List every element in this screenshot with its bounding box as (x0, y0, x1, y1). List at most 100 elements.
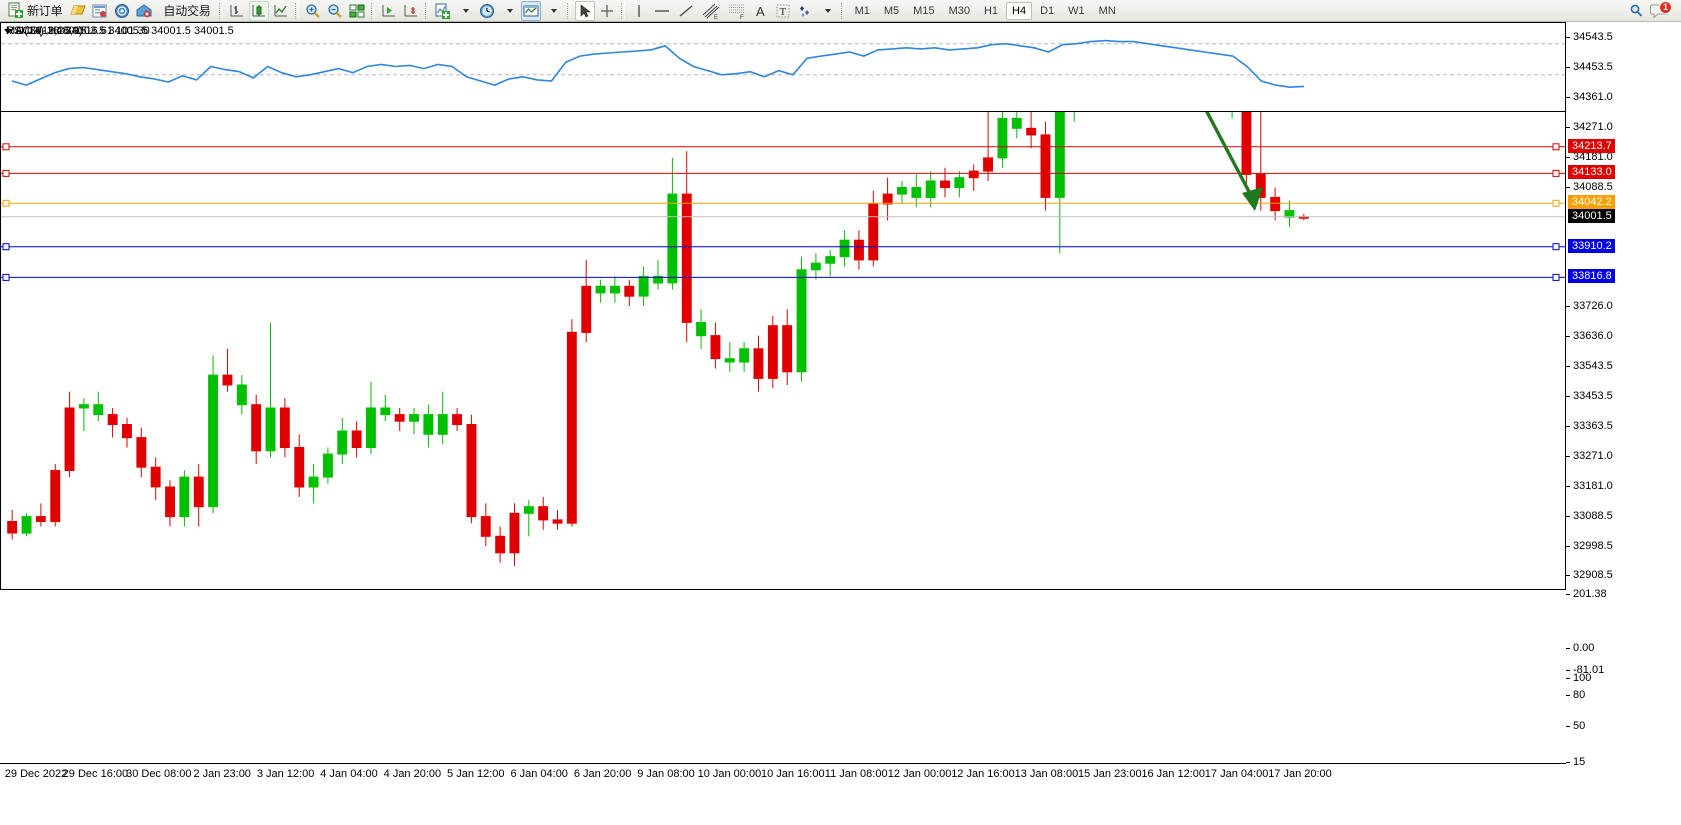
time-axis-label: 29 Dec 2022 (4, 768, 68, 780)
new-order-icon (8, 2, 23, 18)
price-level-tag-support[interactable]: 33816.8 (1568, 269, 1615, 284)
toolbar-separator (566, 2, 571, 19)
price-tick: 33271.0 (1566, 450, 1613, 462)
equidistant-channel-button[interactable]: E (699, 1, 723, 21)
autotrading-button[interactable]: 自动交易 (156, 1, 214, 21)
svg-text:T: T (779, 6, 786, 18)
new-order-button[interactable]: 新订单 (3, 1, 66, 21)
vertical-line-button[interactable] (629, 1, 649, 21)
chevron-down-icon (551, 8, 558, 13)
timeframe-d1[interactable]: D1 (1040, 4, 1055, 17)
timeframe-m1[interactable]: M1 (854, 4, 870, 17)
shapes-dropdown[interactable] (817, 1, 837, 21)
price-tick: 33088.5 (1566, 510, 1613, 522)
navigator-button[interactable] (90, 1, 110, 21)
text-icon: A (756, 4, 765, 19)
cursor-icon (580, 3, 591, 17)
toolbar-separator (294, 2, 299, 19)
timeframe-h1[interactable]: H1 (983, 4, 999, 17)
auto-scroll-icon (382, 4, 395, 16)
candlestick-chart-icon (252, 4, 265, 16)
chat-button[interactable]: 1 (1649, 0, 1672, 21)
svg-text:A: A (756, 4, 765, 19)
rsi-tick: 15 (1566, 756, 1585, 768)
time-axis-label: 12 Jan 16:00 (951, 768, 1015, 780)
rsi-label: RSI(14) 38.8015 (6, 25, 87, 37)
templates-dropdown[interactable] (543, 1, 563, 21)
price-tick: 33726.0 (1566, 300, 1613, 312)
period-dropdown[interactable] (499, 1, 519, 21)
horizontal-line-button[interactable] (651, 1, 673, 21)
main-toolbar: 新订单 (0, 0, 1681, 22)
text-button[interactable]: A (751, 1, 771, 21)
signal-icon (115, 3, 130, 18)
time-axis-label: 4 Jan 04:00 (320, 768, 378, 780)
indicators-icon (435, 3, 450, 19)
horizontal-scrollbar[interactable] (0, 785, 1681, 825)
macd-tick: -81.01 (1566, 664, 1604, 676)
indicators-button[interactable] (433, 1, 453, 21)
timeframe-m15[interactable]: M15 (913, 4, 935, 17)
signals-button[interactable] (112, 1, 132, 21)
chevron-down-icon (825, 8, 832, 13)
price-axis[interactable]: 34543.5 34453.5 34361.0 34271.0 34181.0 34088… (1566, 22, 1681, 590)
price-level-tag-last-price[interactable]: 34001.5 (1568, 208, 1615, 223)
price-level-tag-resistance[interactable]: 34213.7 (1568, 138, 1615, 153)
timeframe-mn[interactable]: MN (1098, 4, 1116, 17)
price-level-tag-pivot[interactable]: 34042.2 (1568, 195, 1615, 210)
macd-tick: 201.38 (1566, 588, 1607, 600)
clock-icon (479, 3, 494, 18)
timeframe-h4[interactable]: H4 (1006, 1, 1033, 20)
fibonacci-retracement-button[interactable]: F (725, 1, 749, 21)
data-window-button[interactable] (68, 1, 88, 21)
candlestick-chart-button[interactable] (248, 0, 269, 21)
bar-chart-button[interactable] (227, 1, 247, 21)
line-chart-button[interactable] (271, 1, 291, 21)
price-tick: 34453.5 (1566, 61, 1613, 73)
zoom-in-button[interactable] (303, 1, 323, 21)
time-axis-label: 15 Jan 23:00 (1077, 768, 1142, 780)
rsi-tick: 100 (1566, 672, 1591, 684)
price-level-tag-support[interactable]: 33910.2 (1568, 238, 1615, 253)
text-label-button[interactable]: T (773, 1, 793, 21)
new-order-label: 新订单 (27, 4, 63, 18)
zoom-out-button[interactable] (325, 1, 345, 21)
timeframe-m30[interactable]: M30 (948, 4, 970, 17)
price-level-tag-resistance[interactable]: 34133.0 (1568, 165, 1615, 180)
trendline-button[interactable] (675, 1, 697, 21)
chart-collapse-icon[interactable] (4, 28, 12, 34)
market-button[interactable] (134, 1, 154, 21)
auto-scroll-button[interactable] (379, 1, 399, 21)
time-axis-label: 17 Jan 04:00 (1204, 768, 1269, 780)
price-tick: 33453.5 (1566, 390, 1613, 402)
toolbar-separator (620, 2, 625, 19)
indicators-dropdown[interactable] (455, 1, 475, 21)
chart-shift-button[interactable] (401, 1, 421, 21)
shapes-button[interactable] (795, 1, 815, 21)
time-axis-label: 29 Dec 16:00 (62, 768, 129, 780)
time-axis-label: 11 Jan 08:00 (824, 768, 888, 780)
time-axis-label: 6 Jan 04:00 (510, 768, 568, 780)
toolbar-separator (424, 2, 429, 19)
timeframe-w1[interactable]: W1 (1068, 4, 1085, 17)
search-button[interactable] (1627, 1, 1647, 21)
templates-button[interactable] (520, 0, 541, 21)
time-axis-label: 3 Jan 12:00 (256, 768, 315, 780)
trendline-icon (679, 5, 693, 16)
time-axis-label: 12 Jan 00:00 (887, 768, 952, 780)
tile-windows-button[interactable] (347, 1, 367, 21)
macd-axis: 201.38 0.00 -81.01 (1566, 588, 1681, 676)
period-button[interactable] (477, 1, 497, 21)
rsi-plot (1, 39, 1565, 89)
chart-header: DJ30-,H4 34003.5 34005.5 34001.5 34001.5 (4, 25, 234, 37)
cursor-button[interactable] (574, 0, 595, 21)
timeframe-m5[interactable]: M5 (883, 4, 900, 17)
autotrading-label: 自动交易 (163, 4, 211, 18)
macd-label: MACD(12,26,9) 16.61 101.30 (6, 25, 150, 37)
crosshair-button[interactable] (597, 1, 617, 21)
chart-area[interactable]: DJ30-,H4 34003.5 34005.5 34001.5 34001.5… (0, 22, 1681, 825)
rsi-pane[interactable]: RSI(14) 38.8015 (0, 22, 1566, 112)
navigator-icon (92, 4, 107, 17)
time-axis[interactable]: 29 Dec 2022 29 Dec 16:00 30 Dec 08:00 2 Jan… (0, 763, 1566, 783)
